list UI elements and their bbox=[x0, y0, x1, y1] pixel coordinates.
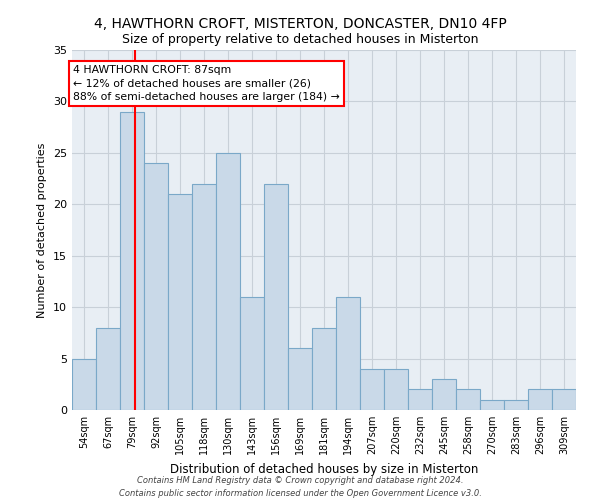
Bar bbox=[120, 112, 144, 410]
Bar bbox=[552, 390, 576, 410]
Bar bbox=[456, 390, 480, 410]
Bar bbox=[384, 369, 408, 410]
Text: 4 HAWTHORN CROFT: 87sqm
← 12% of detached houses are smaller (26)
88% of semi-de: 4 HAWTHORN CROFT: 87sqm ← 12% of detache… bbox=[73, 66, 340, 102]
Bar bbox=[96, 328, 120, 410]
Bar bbox=[360, 369, 384, 410]
Bar bbox=[504, 400, 528, 410]
Text: Contains HM Land Registry data © Crown copyright and database right 2024.
Contai: Contains HM Land Registry data © Crown c… bbox=[119, 476, 481, 498]
Bar bbox=[216, 153, 240, 410]
Bar bbox=[528, 390, 552, 410]
Bar bbox=[240, 297, 264, 410]
Bar bbox=[168, 194, 192, 410]
Bar bbox=[480, 400, 504, 410]
Text: 4, HAWTHORN CROFT, MISTERTON, DONCASTER, DN10 4FP: 4, HAWTHORN CROFT, MISTERTON, DONCASTER,… bbox=[94, 18, 506, 32]
Bar bbox=[408, 390, 432, 410]
Y-axis label: Number of detached properties: Number of detached properties bbox=[37, 142, 47, 318]
Text: Size of property relative to detached houses in Misterton: Size of property relative to detached ho… bbox=[122, 32, 478, 46]
Bar bbox=[336, 297, 360, 410]
Bar bbox=[144, 163, 168, 410]
Bar bbox=[432, 379, 456, 410]
X-axis label: Distribution of detached houses by size in Misterton: Distribution of detached houses by size … bbox=[170, 462, 478, 475]
Bar bbox=[288, 348, 312, 410]
Bar bbox=[72, 358, 96, 410]
Bar bbox=[312, 328, 336, 410]
Bar bbox=[264, 184, 288, 410]
Bar bbox=[192, 184, 216, 410]
